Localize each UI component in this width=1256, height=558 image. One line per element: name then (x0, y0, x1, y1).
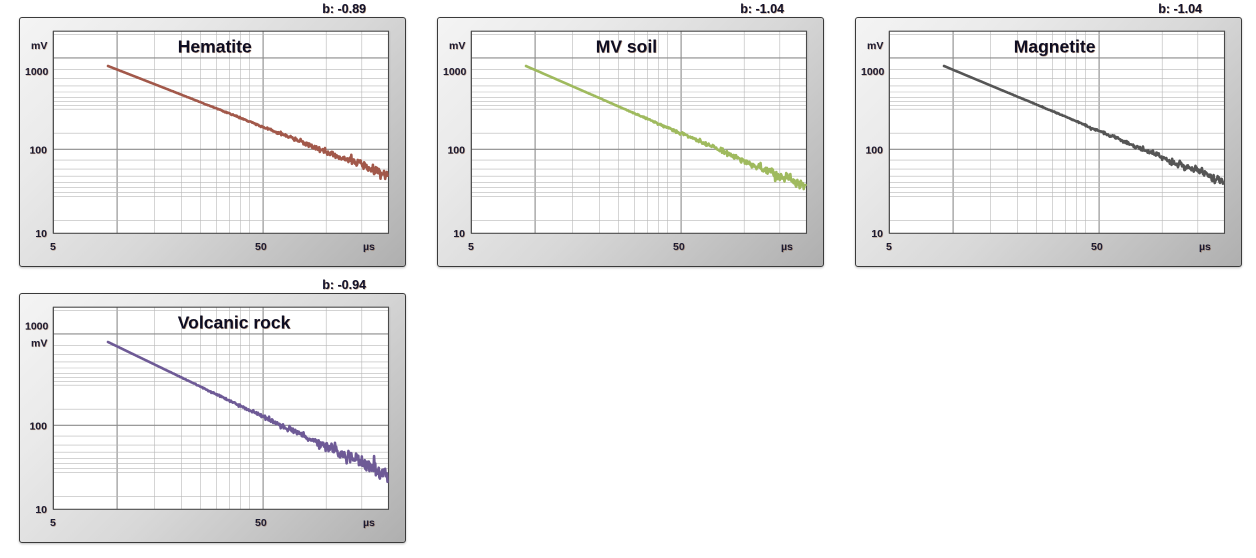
svg-text:100: 100 (29, 421, 47, 433)
svg-text:µs: µs (781, 241, 793, 253)
svg-text:mV: mV (31, 40, 47, 52)
svg-text:10: 10 (35, 504, 47, 516)
svg-text:5: 5 (50, 241, 56, 253)
svg-text:50: 50 (1091, 241, 1103, 253)
svg-text:50: 50 (673, 241, 685, 253)
svg-text:100: 100 (29, 145, 47, 157)
svg-text:50: 50 (255, 517, 267, 529)
svg-text:µs: µs (363, 517, 375, 529)
svg-text:1000: 1000 (25, 321, 49, 333)
svg-text:Hematite: Hematite (178, 37, 252, 57)
svg-text:MV soil: MV soil (596, 37, 657, 57)
svg-text:1000: 1000 (443, 66, 467, 78)
svg-text:µs: µs (363, 241, 375, 253)
svg-text:mV: mV (31, 338, 47, 350)
svg-text:100: 100 (865, 145, 883, 157)
svg-text:Magnetite: Magnetite (1014, 37, 1096, 57)
svg-text:10: 10 (871, 228, 883, 240)
svg-text:10: 10 (453, 228, 465, 240)
svg-text:100: 100 (447, 145, 465, 157)
svg-text:µs: µs (1199, 241, 1211, 253)
svg-text:50: 50 (255, 241, 267, 253)
svg-text:5: 5 (886, 241, 892, 253)
svg-text:1000: 1000 (25, 66, 49, 78)
svg-text:mV: mV (867, 40, 883, 52)
svg-text:mV: mV (449, 40, 465, 52)
svg-text:Volcanic rock: Volcanic rock (178, 313, 291, 333)
svg-text:1000: 1000 (861, 66, 885, 78)
svg-text:5: 5 (50, 517, 56, 529)
svg-text:5: 5 (468, 241, 474, 253)
svg-text:10: 10 (35, 228, 47, 240)
